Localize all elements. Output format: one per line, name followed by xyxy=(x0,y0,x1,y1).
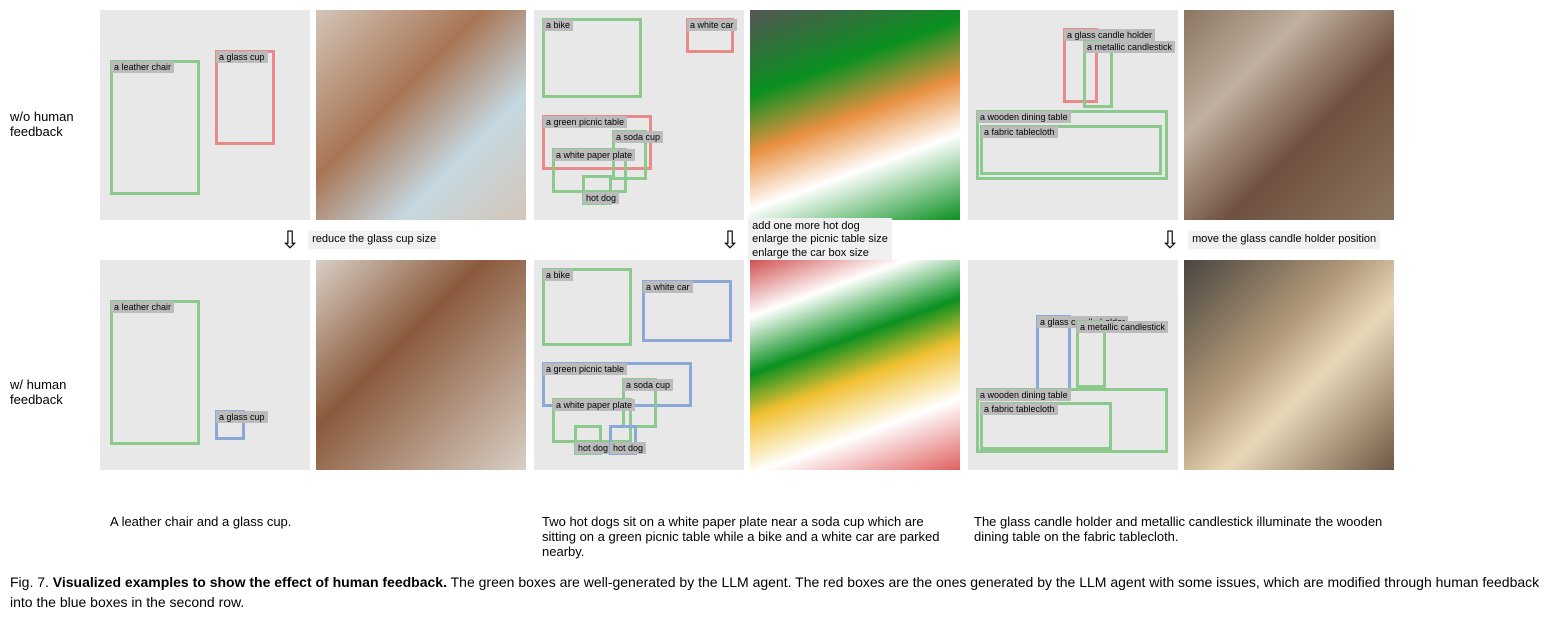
bbox-label: hot dog xyxy=(610,442,646,454)
example-pair: a leather chair a glass cup xyxy=(100,10,526,220)
bbox: a glass cup xyxy=(215,410,245,440)
bbox-label: a green picnic table xyxy=(543,116,627,128)
example-row-bottom: a leather chair a glass cup a bike a white … xyxy=(100,260,1544,470)
bbox-label: a white car xyxy=(687,19,737,31)
bbox-label: a glass cup xyxy=(216,51,268,63)
caption-prefix: Fig. 7. xyxy=(10,574,53,590)
bbox: a fabric tablecloth xyxy=(980,402,1112,450)
bbox: a white car xyxy=(642,280,732,342)
figure-container: w/o human feedback w/ human feedback a l… xyxy=(10,10,1544,612)
arrow-text: reduce the glass cup size xyxy=(308,231,440,248)
caption-bold: Visualized examples to show the effect o… xyxy=(53,574,447,590)
example-caption: Two hot dogs sit on a white paper plate … xyxy=(532,514,964,559)
bbox: a metallic candlestick xyxy=(1083,40,1113,108)
layout-box: a glass candle holdera metallic candlest… xyxy=(968,260,1178,470)
bbox-label: a leather chair xyxy=(111,61,174,73)
bbox-label: hot dog xyxy=(575,442,611,454)
bbox-label: a soda cup xyxy=(613,131,663,143)
figure-caption: Fig. 7. Visualized examples to show the … xyxy=(10,573,1544,612)
layout-box: a bike a white car a green picnic table a s… xyxy=(534,10,744,220)
bbox-label: a wooden dining table xyxy=(977,389,1071,401)
bbox-label: a bike xyxy=(543,19,573,31)
example-pair: a glass candle holdera metallic candlest… xyxy=(968,260,1394,470)
example-pair: a bike a white car a green picnic table a s… xyxy=(534,10,960,220)
bbox-label: a metallic candlestick xyxy=(1077,321,1168,333)
bbox-label: a glass cup xyxy=(216,411,268,423)
example-pair: a leather chair a glass cup xyxy=(100,260,526,470)
bbox: a leather chair xyxy=(110,60,200,195)
bbox-label: a bike xyxy=(543,269,573,281)
arrow-row: ⇩ reduce the glass cup size ⇩ add one more … xyxy=(100,220,1544,260)
examples-grid: a leather chair a glass cup a bike a white … xyxy=(100,10,1544,506)
row-label-without: w/o human feedback xyxy=(10,10,100,238)
bbox: a glass candle holder xyxy=(1036,315,1071,393)
arrow-section: ⇩ add one more hot dog enlarge the picnic… xyxy=(540,220,972,260)
bbox-label: hot dog xyxy=(583,192,619,204)
arrow-icon: ⇩ xyxy=(280,226,300,255)
layout-box: a leather chair a glass cup xyxy=(100,10,310,220)
rows-container: w/o human feedback w/ human feedback a l… xyxy=(10,10,1544,506)
bbox: hot dog xyxy=(582,175,612,205)
bbox-label: a fabric tablecloth xyxy=(981,126,1058,138)
bbox-label: a white paper plate xyxy=(553,399,635,411)
bbox: a leather chair xyxy=(110,300,200,445)
bbox-label: a white paper plate xyxy=(553,149,635,161)
row-label-with: w/ human feedback xyxy=(10,278,100,506)
example-row-top: a leather chair a glass cup a bike a white … xyxy=(100,10,1544,220)
bbox-label: a green picnic table xyxy=(543,363,627,375)
arrow-text: add one more hot dog enlarge the picnic … xyxy=(748,218,892,262)
example-caption: A leather chair and a glass cup. xyxy=(100,514,532,559)
bbox: a bike xyxy=(542,18,642,98)
bbox: a glass cup xyxy=(215,50,275,145)
generated-image xyxy=(316,10,526,220)
generated-image xyxy=(750,260,960,470)
generated-image xyxy=(1184,10,1394,220)
bbox-label: a wooden dining table xyxy=(977,111,1071,123)
bbox: a metallic candlestick xyxy=(1076,320,1106,388)
arrow-section: ⇩ reduce the glass cup size xyxy=(100,220,532,260)
example-caption: The glass candle holder and metallic can… xyxy=(964,514,1396,559)
bbox: hot dog xyxy=(574,425,602,455)
bbox: a bike xyxy=(542,268,632,346)
bbox: hot dog xyxy=(609,425,637,455)
bbox-label: a soda cup xyxy=(623,379,673,391)
generated-image xyxy=(750,10,960,220)
example-pair: a bike a white car a green picnic table a s… xyxy=(534,260,960,470)
bbox: a fabric tablecloth xyxy=(980,125,1162,175)
example-pair: a glass candle holdera metallic candlest… xyxy=(968,10,1394,220)
arrow-section: ⇩ move the glass candle holder position xyxy=(980,220,1412,260)
bbox-label: a leather chair xyxy=(111,301,174,313)
captions-row: A leather chair and a glass cup.Two hot … xyxy=(100,514,1544,559)
generated-image xyxy=(316,260,526,470)
arrow-text: move the glass candle holder position xyxy=(1188,231,1380,248)
row-labels: w/o human feedback w/ human feedback xyxy=(10,10,100,506)
layout-box: a glass candle holdera metallic candlest… xyxy=(968,10,1178,220)
arrow-icon: ⇩ xyxy=(1160,226,1180,255)
arrow-icon: ⇩ xyxy=(720,226,740,255)
bbox-label: a fabric tablecloth xyxy=(981,403,1058,415)
layout-box: a bike a white car a green picnic table a s… xyxy=(534,260,744,470)
generated-image xyxy=(1184,260,1394,470)
bbox-label: a metallic candlestick xyxy=(1084,41,1175,53)
bbox: a white car xyxy=(686,18,734,53)
layout-box: a leather chair a glass cup xyxy=(100,260,310,470)
bbox-label: a white car xyxy=(643,281,693,293)
